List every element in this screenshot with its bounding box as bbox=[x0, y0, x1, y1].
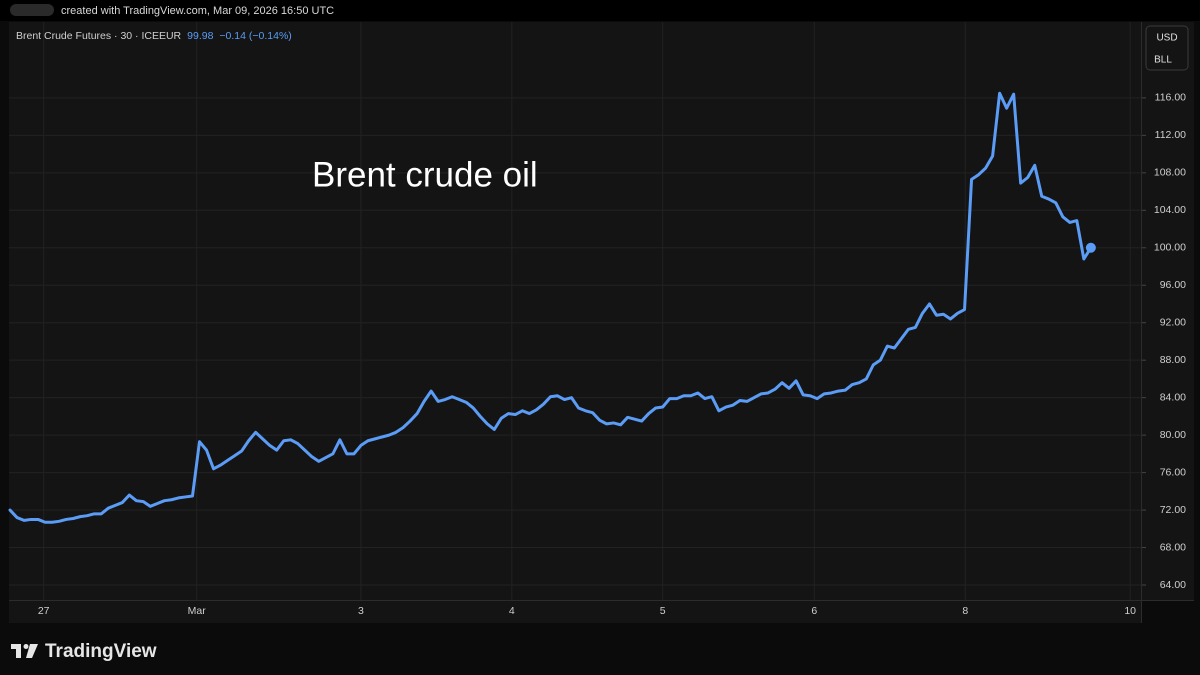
y-tick-label: 64.00 bbox=[1160, 579, 1186, 591]
price-change: −0.14 (−0.14%) bbox=[219, 30, 291, 42]
marks bbox=[8, 91, 1096, 524]
blurred-author bbox=[10, 4, 54, 16]
y-tick-label: 116.00 bbox=[1155, 92, 1186, 104]
y-tick-label: 72.00 bbox=[1160, 504, 1186, 516]
time-axis bbox=[9, 601, 1141, 623]
plot-area bbox=[9, 22, 1141, 600]
y-tick-label: 112.00 bbox=[1155, 129, 1186, 141]
x-tick-label: 4 bbox=[509, 605, 515, 617]
brand-name: TradingView bbox=[45, 641, 157, 662]
annotation: Brent crude oil bbox=[312, 155, 538, 194]
logo-part bbox=[11, 644, 21, 658]
y-tick-label: 92.00 bbox=[1160, 316, 1186, 328]
logo-part bbox=[26, 644, 38, 658]
y-tick-label: 104.00 bbox=[1154, 204, 1186, 216]
price-axis bbox=[1142, 22, 1194, 600]
unit: BLL bbox=[1154, 55, 1172, 66]
y-tick-label: 88.00 bbox=[1160, 354, 1186, 366]
header-bar bbox=[0, 0, 1200, 21]
x-tick-label: Mar bbox=[188, 605, 207, 617]
x-tick-label: 8 bbox=[962, 605, 968, 617]
x-tick-label: 27 bbox=[38, 605, 50, 617]
y-tick-label: 84.00 bbox=[1160, 391, 1186, 403]
last-point bbox=[1085, 242, 1096, 253]
price-line bbox=[8, 91, 1093, 524]
symbol-label: Brent Crude Futures · 30 · ICEEUR bbox=[16, 30, 182, 42]
last-price: 99.98 bbox=[187, 30, 213, 42]
unit-box bbox=[1145, 25, 1189, 71]
x-tick-label: 3 bbox=[358, 605, 364, 617]
y-tick-label: 108.00 bbox=[1154, 167, 1186, 179]
x-tick-label: 6 bbox=[811, 605, 817, 617]
x-tick-label: 5 bbox=[660, 605, 666, 617]
y-tick-label: 68.00 bbox=[1160, 541, 1186, 553]
header-text: created with TradingView.com, Mar 09, 20… bbox=[61, 5, 334, 17]
y-tick-label: 76.00 bbox=[1160, 466, 1186, 478]
currency: USD bbox=[1156, 33, 1177, 44]
y-tick-label: 80.00 bbox=[1160, 429, 1186, 441]
x-tick-label: 10 bbox=[1124, 605, 1136, 617]
y-tick-label: 100.00 bbox=[1154, 242, 1186, 254]
y-tick-label: 96.00 bbox=[1160, 279, 1186, 291]
logo-part bbox=[23, 644, 29, 649]
grid: 64.00 68.00 72.00 76.00 80.00 84.00 88.00 92.00… bbox=[9, 22, 1186, 617]
brand-logo bbox=[11, 644, 38, 658]
